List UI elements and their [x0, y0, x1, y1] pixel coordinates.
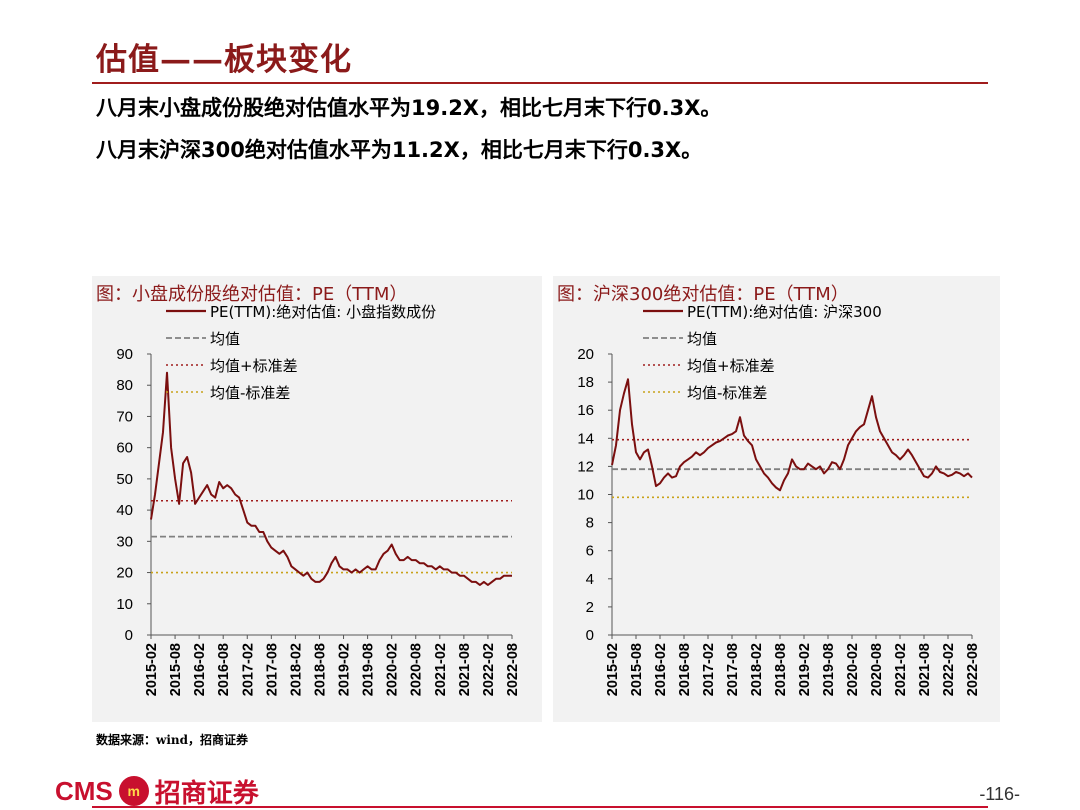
- chart-title-csi300: 图：沪深300绝对估值：PE（TTM）: [557, 284, 849, 305]
- chart-csi300-pe: 0 2 4 6 8 10 12 14 16 18 20 2015-02 2015-08 2016-02 20…: [577, 303, 981, 696]
- small-cap-legend-label: 均值-标准差: [210, 384, 290, 402]
- csi300-x-tick-label: 2019-02: [797, 643, 813, 696]
- small-cap-y-tick-label: 90: [116, 346, 133, 363]
- csi300-pe-series-line: [611, 378, 973, 492]
- csi300-x-tick-label: 2021-02: [893, 643, 909, 696]
- csi300-x-tick-label: 2020-02: [845, 643, 861, 696]
- csi300-y-tick-label: 12: [577, 458, 594, 475]
- small-cap-y-tick-label: 60: [116, 440, 133, 457]
- csi300-x-tick-label: 2018-08: [773, 643, 789, 696]
- csi300-x-tick-label: 2020-08: [869, 643, 885, 696]
- small-cap-x-tick-label: 2017-08: [264, 643, 280, 696]
- csi300-x-tick-label: 2022-08: [965, 643, 981, 696]
- data-source-note: 数据来源：wind，招商证券: [96, 733, 249, 747]
- logo-emblem-icon: m: [118, 776, 149, 806]
- chart-panel-csi300: 0 2 4 6 8 10 12 14 16 18 20 2015-02 2015-08 2016-02 20…: [553, 276, 1000, 722]
- csi300-y-tick-label: 0: [586, 627, 594, 644]
- small-cap-x-tick-label: 2019-08: [361, 643, 377, 696]
- summary-bullet-small-cap: 八月末小盘成份股绝对估值水平为19.2X，相比七月末下行0.3X。: [96, 96, 722, 120]
- small-cap-x-tick-label: 2016-02: [192, 643, 208, 696]
- small-cap-x-tick-label: 2020-08: [409, 643, 425, 696]
- page-number: -116-: [979, 784, 1020, 804]
- csi300-x-tick-label: 2018-02: [749, 643, 765, 696]
- csi300-x-tick-label: 2016-08: [677, 643, 693, 696]
- small-cap-y-tick-label: 30: [116, 533, 133, 550]
- csi300-legend-label: PE(TTM):绝对估值: 沪深300: [687, 303, 882, 321]
- csi300-y-tick-label: 18: [577, 374, 594, 391]
- logo-text-cn: 招商证券: [154, 778, 259, 809]
- csi300-x-tick-label: 2015-08: [629, 643, 645, 696]
- csi300-x-tick-label: 2019-08: [821, 643, 837, 696]
- csi300-y-tick-label: 10: [577, 487, 594, 504]
- csi300-y-tick-label: 2: [586, 599, 594, 616]
- small-cap-x-tick-label: 2022-08: [505, 643, 521, 696]
- small-cap-x-tick-label: 2018-08: [312, 643, 328, 696]
- small-cap-legend-label: 均值: [210, 330, 240, 348]
- small-cap-y-tick-label: 80: [116, 377, 133, 394]
- small-cap-x-tick-label: 2021-08: [457, 643, 473, 696]
- small-cap-x-tick-label: 2015-02: [144, 643, 160, 696]
- csi300-x-tick-label: 2015-02: [605, 643, 621, 696]
- company-logo: CMS m 招商证券: [55, 774, 259, 809]
- chart-small-cap-pe: 0 10 20 30 40 50 60 70 80 90 2015-02 2015-08 2016-02…: [116, 303, 521, 696]
- csi300-y-tick-label: 4: [586, 571, 594, 588]
- csi300-y-tick-label: 16: [577, 402, 594, 419]
- csi300-y-tick-label: 14: [577, 430, 594, 447]
- csi300-legend-label: 均值+标准差: [687, 357, 775, 375]
- chart-panel-small-cap: 0 10 20 30 40 50 60 70 80 90 2015-02 2015-08 2016-02…: [92, 276, 542, 722]
- csi300-legend-label: 均值: [687, 330, 717, 348]
- logo-text-cms: CMS: [55, 775, 113, 806]
- csi300-legend-label: 均值-标准差: [687, 384, 767, 402]
- chart-title-small-cap: 图：小盘成份股绝对估值：PE（TTM）: [96, 284, 408, 305]
- csi300-x-tick-label: 2016-02: [653, 643, 669, 696]
- csi300-x-tick-label: 2017-08: [725, 643, 741, 696]
- small-cap-y-tick-label: 70: [116, 408, 133, 425]
- summary-bullet-csi300: 八月末沪深300绝对估值水平为11.2X，相比七月末下行0.3X。: [96, 138, 703, 162]
- small-cap-y-tick-label: 40: [116, 502, 133, 519]
- small-cap-x-tick-label: 2019-02: [337, 643, 353, 696]
- csi300-y-tick-label: 6: [586, 543, 594, 560]
- small-cap-y-tick-label: 20: [116, 565, 133, 582]
- small-cap-x-tick-label: 2016-08: [216, 643, 232, 696]
- page-title: 估值——板块变化: [96, 42, 352, 78]
- small-cap-x-tick-label: 2021-02: [433, 643, 449, 696]
- small-cap-x-tick-label: 2015-08: [168, 643, 184, 696]
- csi300-y-tick-label: 20: [577, 346, 594, 363]
- csi300-y-tick-label: 8: [586, 515, 594, 532]
- title-divider: [92, 82, 988, 84]
- small-cap-x-tick-label: 2020-02: [385, 643, 401, 696]
- csi300-x-tick-label: 2021-08: [917, 643, 933, 696]
- small-cap-y-tick-label: 50: [116, 471, 133, 488]
- small-cap-legend-label: PE(TTM):绝对估值: 小盘指数成份: [210, 303, 436, 321]
- small-cap-x-tick-label: 2017-02: [240, 643, 256, 696]
- footer-divider: [92, 806, 988, 808]
- small-cap-y-tick-label: 0: [125, 627, 133, 644]
- small-cap-x-tick-label: 2022-02: [481, 643, 497, 696]
- small-cap-legend-label: 均值+标准差: [210, 357, 298, 375]
- small-cap-y-tick-label: 10: [116, 596, 133, 613]
- small-cap-x-tick-label: 2018-02: [288, 643, 304, 696]
- small-cap-pe-series-line: [150, 371, 512, 586]
- csi300-x-tick-label: 2022-02: [941, 643, 957, 696]
- csi300-x-tick-label: 2017-02: [701, 643, 717, 696]
